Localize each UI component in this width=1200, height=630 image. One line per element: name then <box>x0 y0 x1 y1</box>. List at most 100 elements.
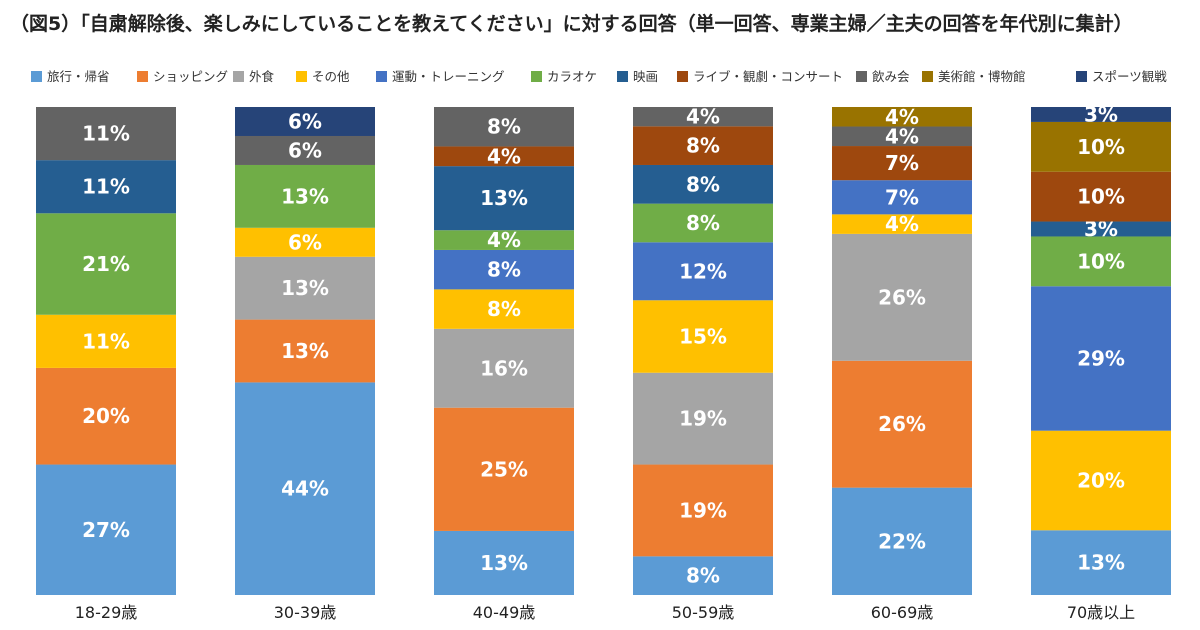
legend-item: 映画 <box>617 69 658 84</box>
data-label: 16% <box>480 356 528 380</box>
bar-stack: 44% 13% 13% 6% 13% 6% 6% <box>235 107 375 595</box>
data-label: 4% <box>885 212 919 236</box>
data-label: 6% <box>288 138 322 162</box>
bar-segment <box>434 107 574 147</box>
bar-segment <box>633 242 773 301</box>
legend-swatch <box>31 71 42 82</box>
bar-segment <box>832 107 972 127</box>
bar-segment <box>434 146 574 167</box>
data-label: 19% <box>679 498 727 522</box>
bar-segment <box>633 203 773 243</box>
bar-segment <box>1031 430 1171 531</box>
legend-item: 運動・トレーニング <box>376 69 505 84</box>
bar-segment <box>434 230 574 250</box>
bar-segment <box>1031 121 1171 172</box>
bar-stack: 13% 25% 16% 8% 8% 4% 13% 4% 8% <box>434 107 574 595</box>
legend-item: スポーツ観戦 <box>1076 69 1167 84</box>
data-label: 4% <box>885 124 919 148</box>
category-label: 18-29歳 <box>75 603 138 622</box>
bar-segment <box>1031 221 1171 237</box>
legend-item: ショッピング <box>137 69 228 84</box>
data-label: 8% <box>487 115 521 139</box>
data-label: 13% <box>281 339 329 363</box>
bar-segment <box>434 328 574 408</box>
data-label: 26% <box>878 412 926 436</box>
bar-segment <box>434 166 574 231</box>
data-label: 13% <box>281 184 329 208</box>
bar-segment <box>1031 530 1171 595</box>
bar-segment <box>1031 286 1171 431</box>
data-label: 10% <box>1077 135 1125 159</box>
bar-segment <box>235 135 375 165</box>
bar-segment <box>1031 236 1171 287</box>
legend-label: カラオケ <box>547 69 597 84</box>
data-label: 8% <box>686 134 720 158</box>
bar-segment <box>832 180 972 215</box>
legend-label: 飲み会 <box>872 69 910 84</box>
data-label: 25% <box>480 457 528 481</box>
data-label: 7% <box>885 185 919 209</box>
bar-segment <box>434 289 574 329</box>
bar-segment <box>633 300 773 373</box>
legend-swatch <box>856 71 867 82</box>
bar-segment <box>832 214 972 234</box>
bar-segment <box>832 487 972 595</box>
data-label: 3% <box>1084 102 1118 126</box>
bar-segment <box>36 464 176 595</box>
legend-label: 外食 <box>249 69 275 84</box>
data-label: 21% <box>82 252 130 276</box>
legend-swatch <box>677 71 688 82</box>
category-labels: 18-29歳 30-39歳 40-49歳 50-59歳 60-69歳 70歳以上 <box>75 603 1135 622</box>
data-label: 15% <box>679 325 727 349</box>
bar-segment <box>235 164 375 228</box>
data-label: 20% <box>82 404 130 428</box>
bar-segment <box>633 556 773 595</box>
data-label: 22% <box>878 529 926 553</box>
bar-segment <box>1031 107 1171 122</box>
legend-label: スポーツ観戦 <box>1092 69 1167 84</box>
legend-swatch <box>137 71 148 82</box>
data-label: 19% <box>679 407 727 431</box>
data-label: 11% <box>82 122 130 146</box>
data-label: 29% <box>1077 346 1125 370</box>
bar-stack: 8% 19% 19% 15% 12% 8% 8% 8% 4% <box>633 105 773 595</box>
bar-segment <box>235 227 375 257</box>
legend-item: 旅行・帰省 <box>31 69 110 84</box>
data-label: 12% <box>679 259 727 283</box>
legend-label: 映画 <box>633 69 658 84</box>
data-label: 4% <box>885 105 919 129</box>
chart-title: （図5）「自粛解除後、楽しみにしていることを教えてください」に対する回答（単一回… <box>10 12 1133 35</box>
bar-segment <box>633 126 773 165</box>
bar-segment <box>36 107 176 161</box>
data-label: 8% <box>686 172 720 196</box>
legend-label: ショッピング <box>153 69 228 84</box>
data-label: 7% <box>885 151 919 175</box>
data-label: 13% <box>480 186 528 210</box>
bar-stack: 22%26%26%4%7%7%4%4% <box>832 105 972 595</box>
data-label: 4% <box>686 105 720 129</box>
bar-segment <box>235 319 375 383</box>
legend-item: ライブ・観劇・コンサート <box>677 69 843 84</box>
bar-segment <box>235 382 375 595</box>
bar-stack: 13%20%29%10%3%10%10%3% <box>1031 102 1171 595</box>
category-label: 70歳以上 <box>1067 603 1135 622</box>
data-label: 4% <box>487 228 521 252</box>
data-label: 26% <box>878 285 926 309</box>
legend: 旅行・帰省 ショッピング 外食 その他 運動・トレーニング カラオケ 映画 ライブ・観劇・コン… <box>31 69 1167 84</box>
data-label: 10% <box>1077 249 1125 273</box>
data-label: 11% <box>82 175 130 199</box>
data-label: 44% <box>281 477 329 501</box>
data-label: 13% <box>1077 551 1125 575</box>
data-label: 8% <box>686 564 720 588</box>
bar-segment <box>832 233 972 361</box>
legend-label: ライブ・観劇・コンサート <box>693 69 843 84</box>
bar-segment <box>633 107 773 127</box>
legend-item: 美術館・博物館 <box>922 69 1026 84</box>
legend-label: 運動・トレーニング <box>392 69 505 84</box>
legend-swatch <box>296 71 307 82</box>
data-label: 8% <box>487 297 521 321</box>
bar-segment <box>832 146 972 181</box>
bar-segment <box>633 372 773 465</box>
bar-segment <box>434 249 574 290</box>
data-label: 13% <box>281 276 329 300</box>
